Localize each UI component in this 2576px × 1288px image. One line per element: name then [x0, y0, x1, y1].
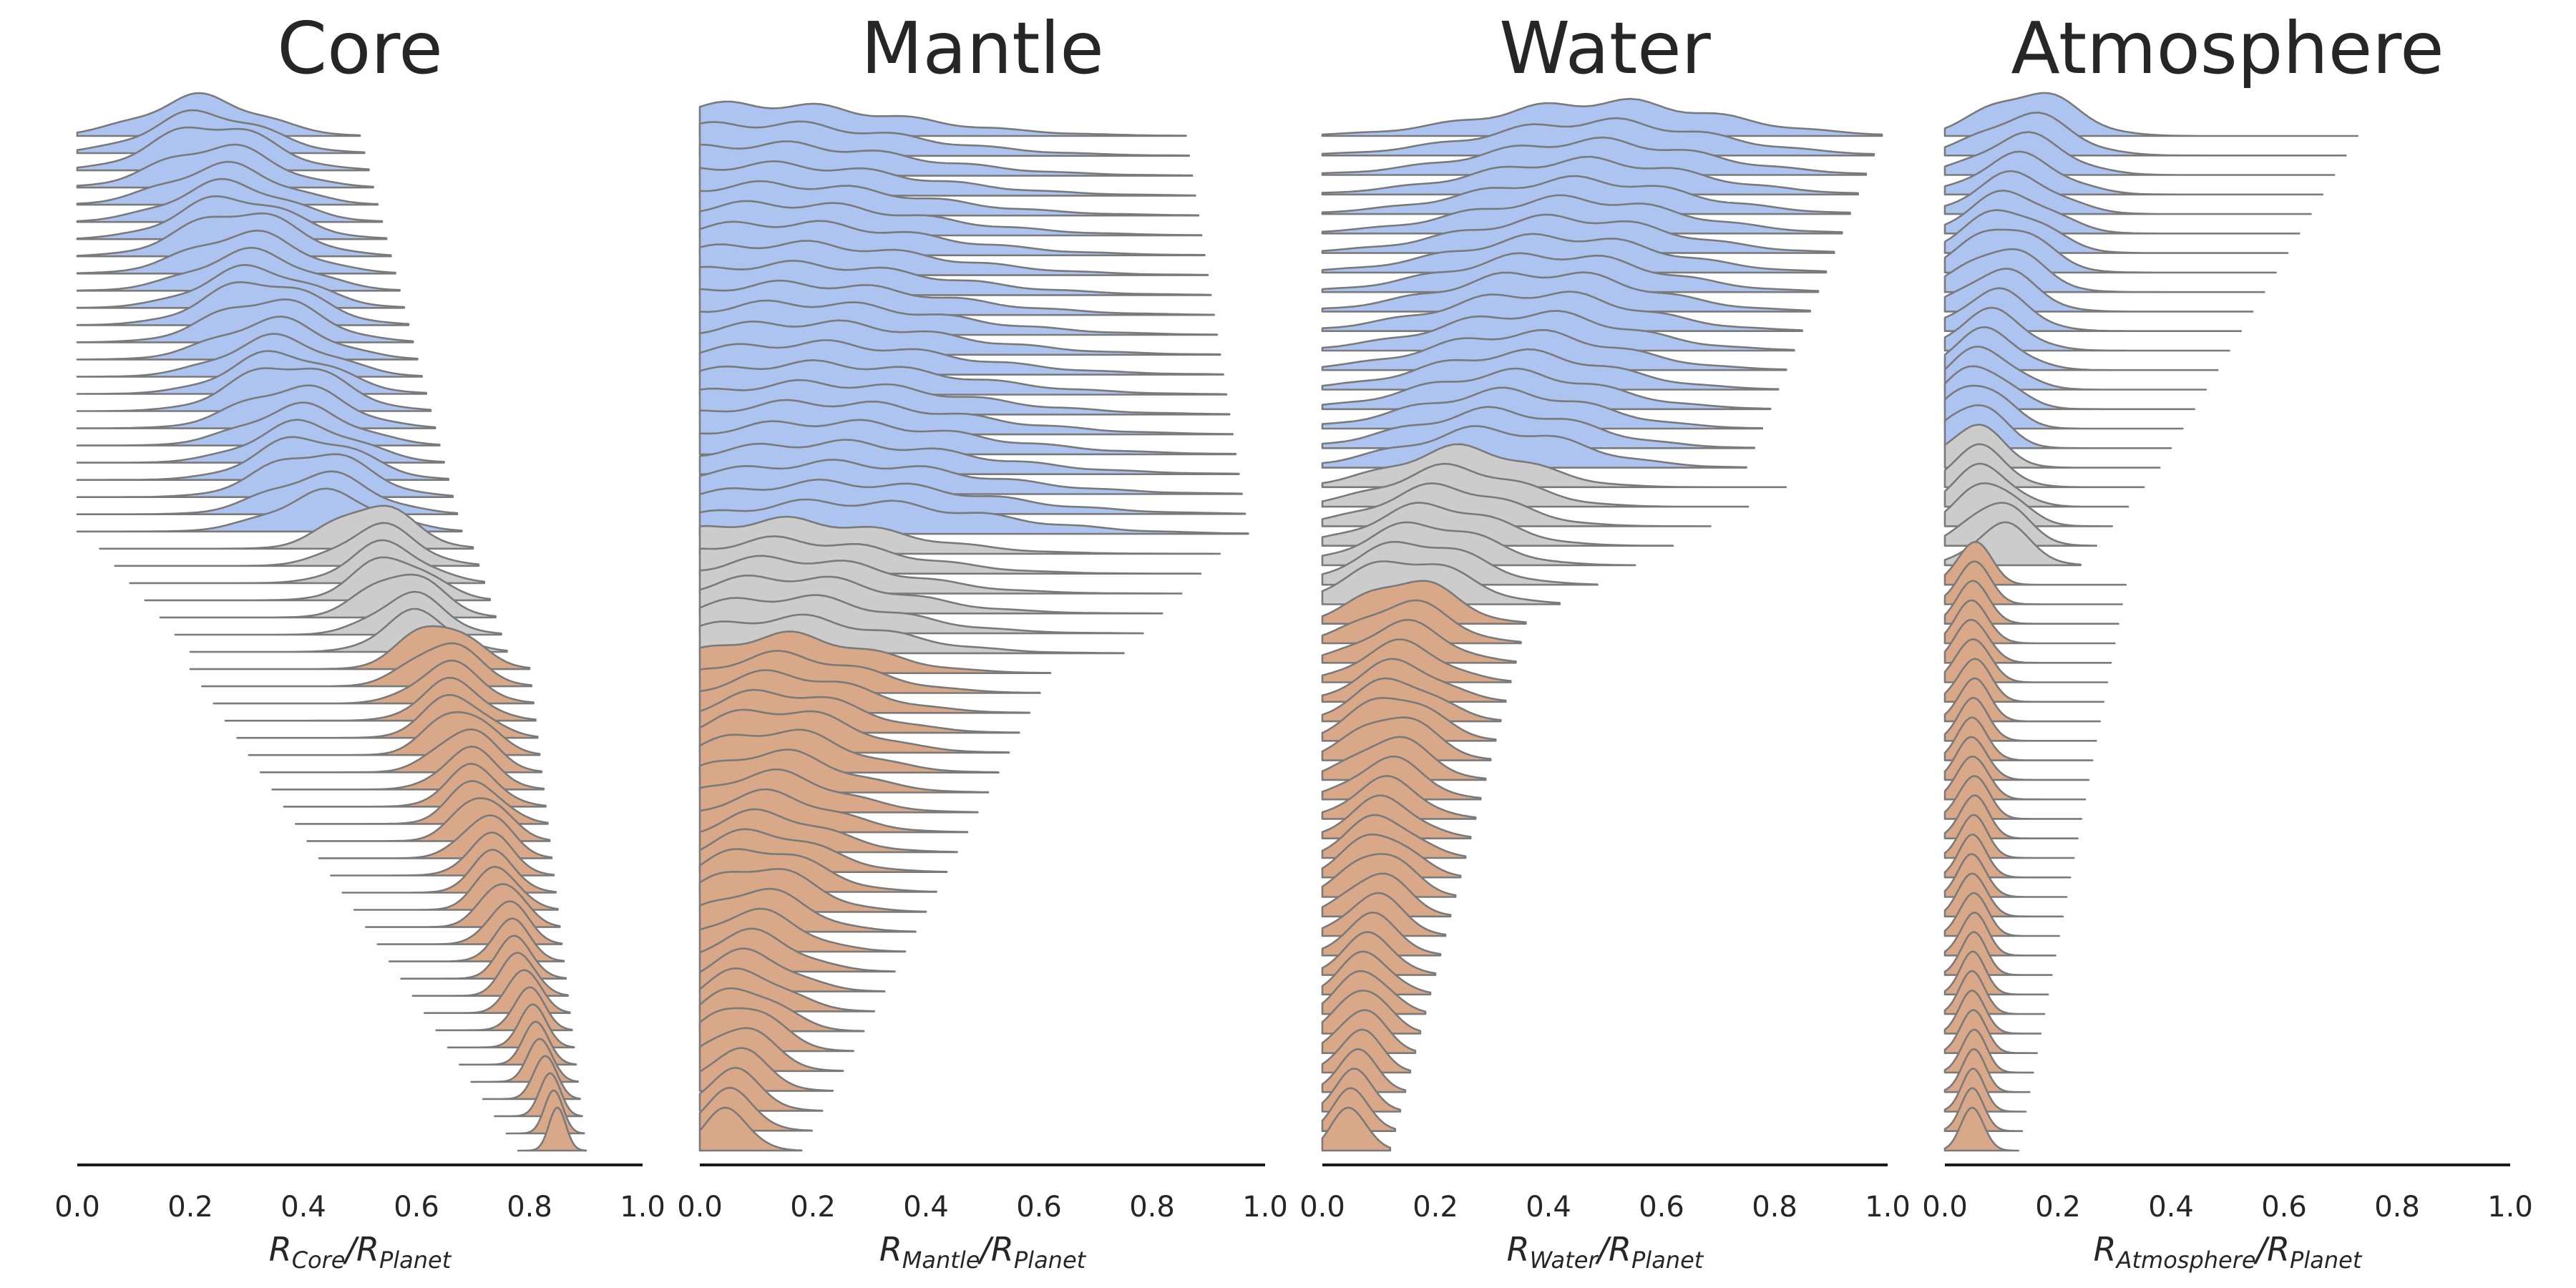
- ridges: [76, 92, 587, 1152]
- ridge-8: [76, 212, 392, 258]
- ridge-13: [1943, 326, 2219, 371]
- x-tick-labels: 0.0 0.2 0.4 0.6 0.8 1.0: [1299, 1191, 1911, 1224]
- x-tick-label: 1.0: [2487, 1191, 2533, 1224]
- ridge-19: [76, 401, 441, 447]
- ridge-3: [698, 140, 1194, 177]
- x-tick-label: 0.4: [1526, 1191, 1571, 1224]
- x-tick-label: 0.4: [2148, 1191, 2194, 1224]
- panel-title: Core: [277, 6, 442, 90]
- x-axis-label: RWater/RPlanet: [1507, 1230, 1704, 1274]
- panel-atmosphere: Atmosphere 0.0 0.2 0.4 0.6 0.8 1.0 RAtmosphere/…: [1922, 6, 2533, 1274]
- x-tick-label: 0.8: [1752, 1191, 1797, 1224]
- ridge-24: [1943, 540, 2127, 586]
- x-tick-label: 0.4: [903, 1191, 949, 1224]
- ridge-60: [517, 1106, 587, 1152]
- ridge-12: [76, 281, 410, 326]
- ridge-2: [1321, 117, 1875, 157]
- x-tick-label: 0.0: [677, 1191, 723, 1224]
- x-tick-label: 0.0: [1922, 1191, 1968, 1224]
- panel-title: Atmosphere: [2011, 6, 2444, 90]
- ridge-6: [1321, 194, 1843, 235]
- x-tick-label: 0.8: [1129, 1191, 1175, 1224]
- ridge-18: [76, 384, 436, 429]
- ridge-17: [1321, 406, 1755, 449]
- x-tick-labels: 0.0 0.2 0.4 0.6 0.8 1.0: [677, 1191, 1288, 1224]
- ridge-4: [1321, 155, 1859, 196]
- ridge-15: [1943, 365, 2195, 411]
- ridge-25: [1943, 560, 2123, 605]
- x-tick-label: 0.8: [2374, 1191, 2420, 1224]
- ridge-8: [1321, 233, 1828, 274]
- ridge-22: [698, 515, 1221, 555]
- ridge-27: [1943, 599, 2116, 645]
- ridge-14: [1943, 346, 2207, 391]
- ridge-14: [76, 316, 419, 361]
- panel-mantle: Mantle 0.0 0.2 0.4 0.6 0.8 1.0 RMantle/RPlanet: [677, 6, 1288, 1274]
- ridges: [1943, 92, 2358, 1152]
- ridge-26: [1943, 580, 2119, 625]
- ridge-27: [1321, 599, 1522, 645]
- x-tick-labels: 0.0 0.2 0.4 0.6 0.8 1.0: [1922, 1191, 2533, 1224]
- ridge-13: [76, 298, 414, 343]
- x-tick-label: 0.2: [167, 1191, 213, 1224]
- ridge-3: [1321, 136, 1868, 176]
- x-axis-label: RAtmosphere/RPlanet: [2094, 1230, 2363, 1274]
- ridge-52: [698, 1106, 803, 1152]
- ridge-9: [698, 260, 1212, 296]
- x-tick-label: 0.0: [54, 1191, 100, 1224]
- panel-title: Mantle: [861, 6, 1103, 90]
- x-axis-label: RMantle/RPlanet: [879, 1230, 1087, 1274]
- ridge-4: [698, 160, 1196, 197]
- x-tick-label: 0.2: [2035, 1191, 2081, 1224]
- ridge-5: [1321, 175, 1851, 215]
- ridge-1: [76, 92, 361, 137]
- ridge-15: [76, 333, 423, 378]
- x-tick-labels: 0.0 0.2 0.4 0.6 0.8 1.0: [54, 1191, 665, 1224]
- ridge-1: [1321, 97, 1883, 137]
- x-tick-label: 0.6: [394, 1191, 439, 1224]
- x-tick-label: 1.0: [620, 1191, 665, 1224]
- ridge-15: [1321, 367, 1772, 411]
- panel-title: Water: [1499, 6, 1711, 90]
- ridge-12: [1943, 306, 2230, 352]
- ridge-21: [698, 498, 1249, 535]
- ridge-53: [1321, 1106, 1392, 1152]
- x-tick-label: 0.2: [1413, 1191, 1458, 1224]
- ridge-16: [1321, 386, 1764, 430]
- x-tick-label: 0.6: [1639, 1191, 1684, 1224]
- x-tick-label: 0.6: [1016, 1191, 1062, 1224]
- ridge-16: [1943, 384, 2184, 430]
- ridge-53: [1943, 1106, 2019, 1152]
- ridges: [1321, 97, 1883, 1152]
- panels: Core 0.0 0.2 0.4 0.6 0.8 1.0 RCore/RPlanet Mantl…: [54, 6, 2533, 1274]
- x-tick-label: 0.4: [280, 1191, 326, 1224]
- ridge-13: [1321, 329, 1787, 371]
- panel-water: Water 0.0 0.2 0.4 0.6 0.8 1.0 RWater/RPlanet: [1299, 6, 1911, 1274]
- x-tick-label: 0.0: [1299, 1191, 1345, 1224]
- ridges: [698, 100, 1249, 1152]
- x-tick-label: 0.6: [2261, 1191, 2307, 1224]
- ridge-2: [698, 120, 1190, 157]
- panel-core: Core 0.0 0.2 0.4 0.6 0.8 1.0 RCore/RPlanet: [54, 6, 665, 1274]
- ridge-28: [1321, 619, 1517, 664]
- ridge-14: [1321, 348, 1780, 391]
- ridge-17: [1943, 404, 2172, 449]
- ridge-12: [1321, 310, 1795, 352]
- ridge-7: [1321, 213, 1835, 254]
- ridge-11: [1943, 287, 2243, 332]
- x-tick-label: 0.2: [790, 1191, 836, 1224]
- ridge-9: [1321, 252, 1820, 293]
- x-tick-label: 1.0: [1242, 1191, 1288, 1224]
- x-tick-label: 0.8: [507, 1191, 552, 1224]
- x-tick-label: 1.0: [1865, 1191, 1911, 1224]
- x-axis-label: RCore/RPlanet: [269, 1230, 452, 1274]
